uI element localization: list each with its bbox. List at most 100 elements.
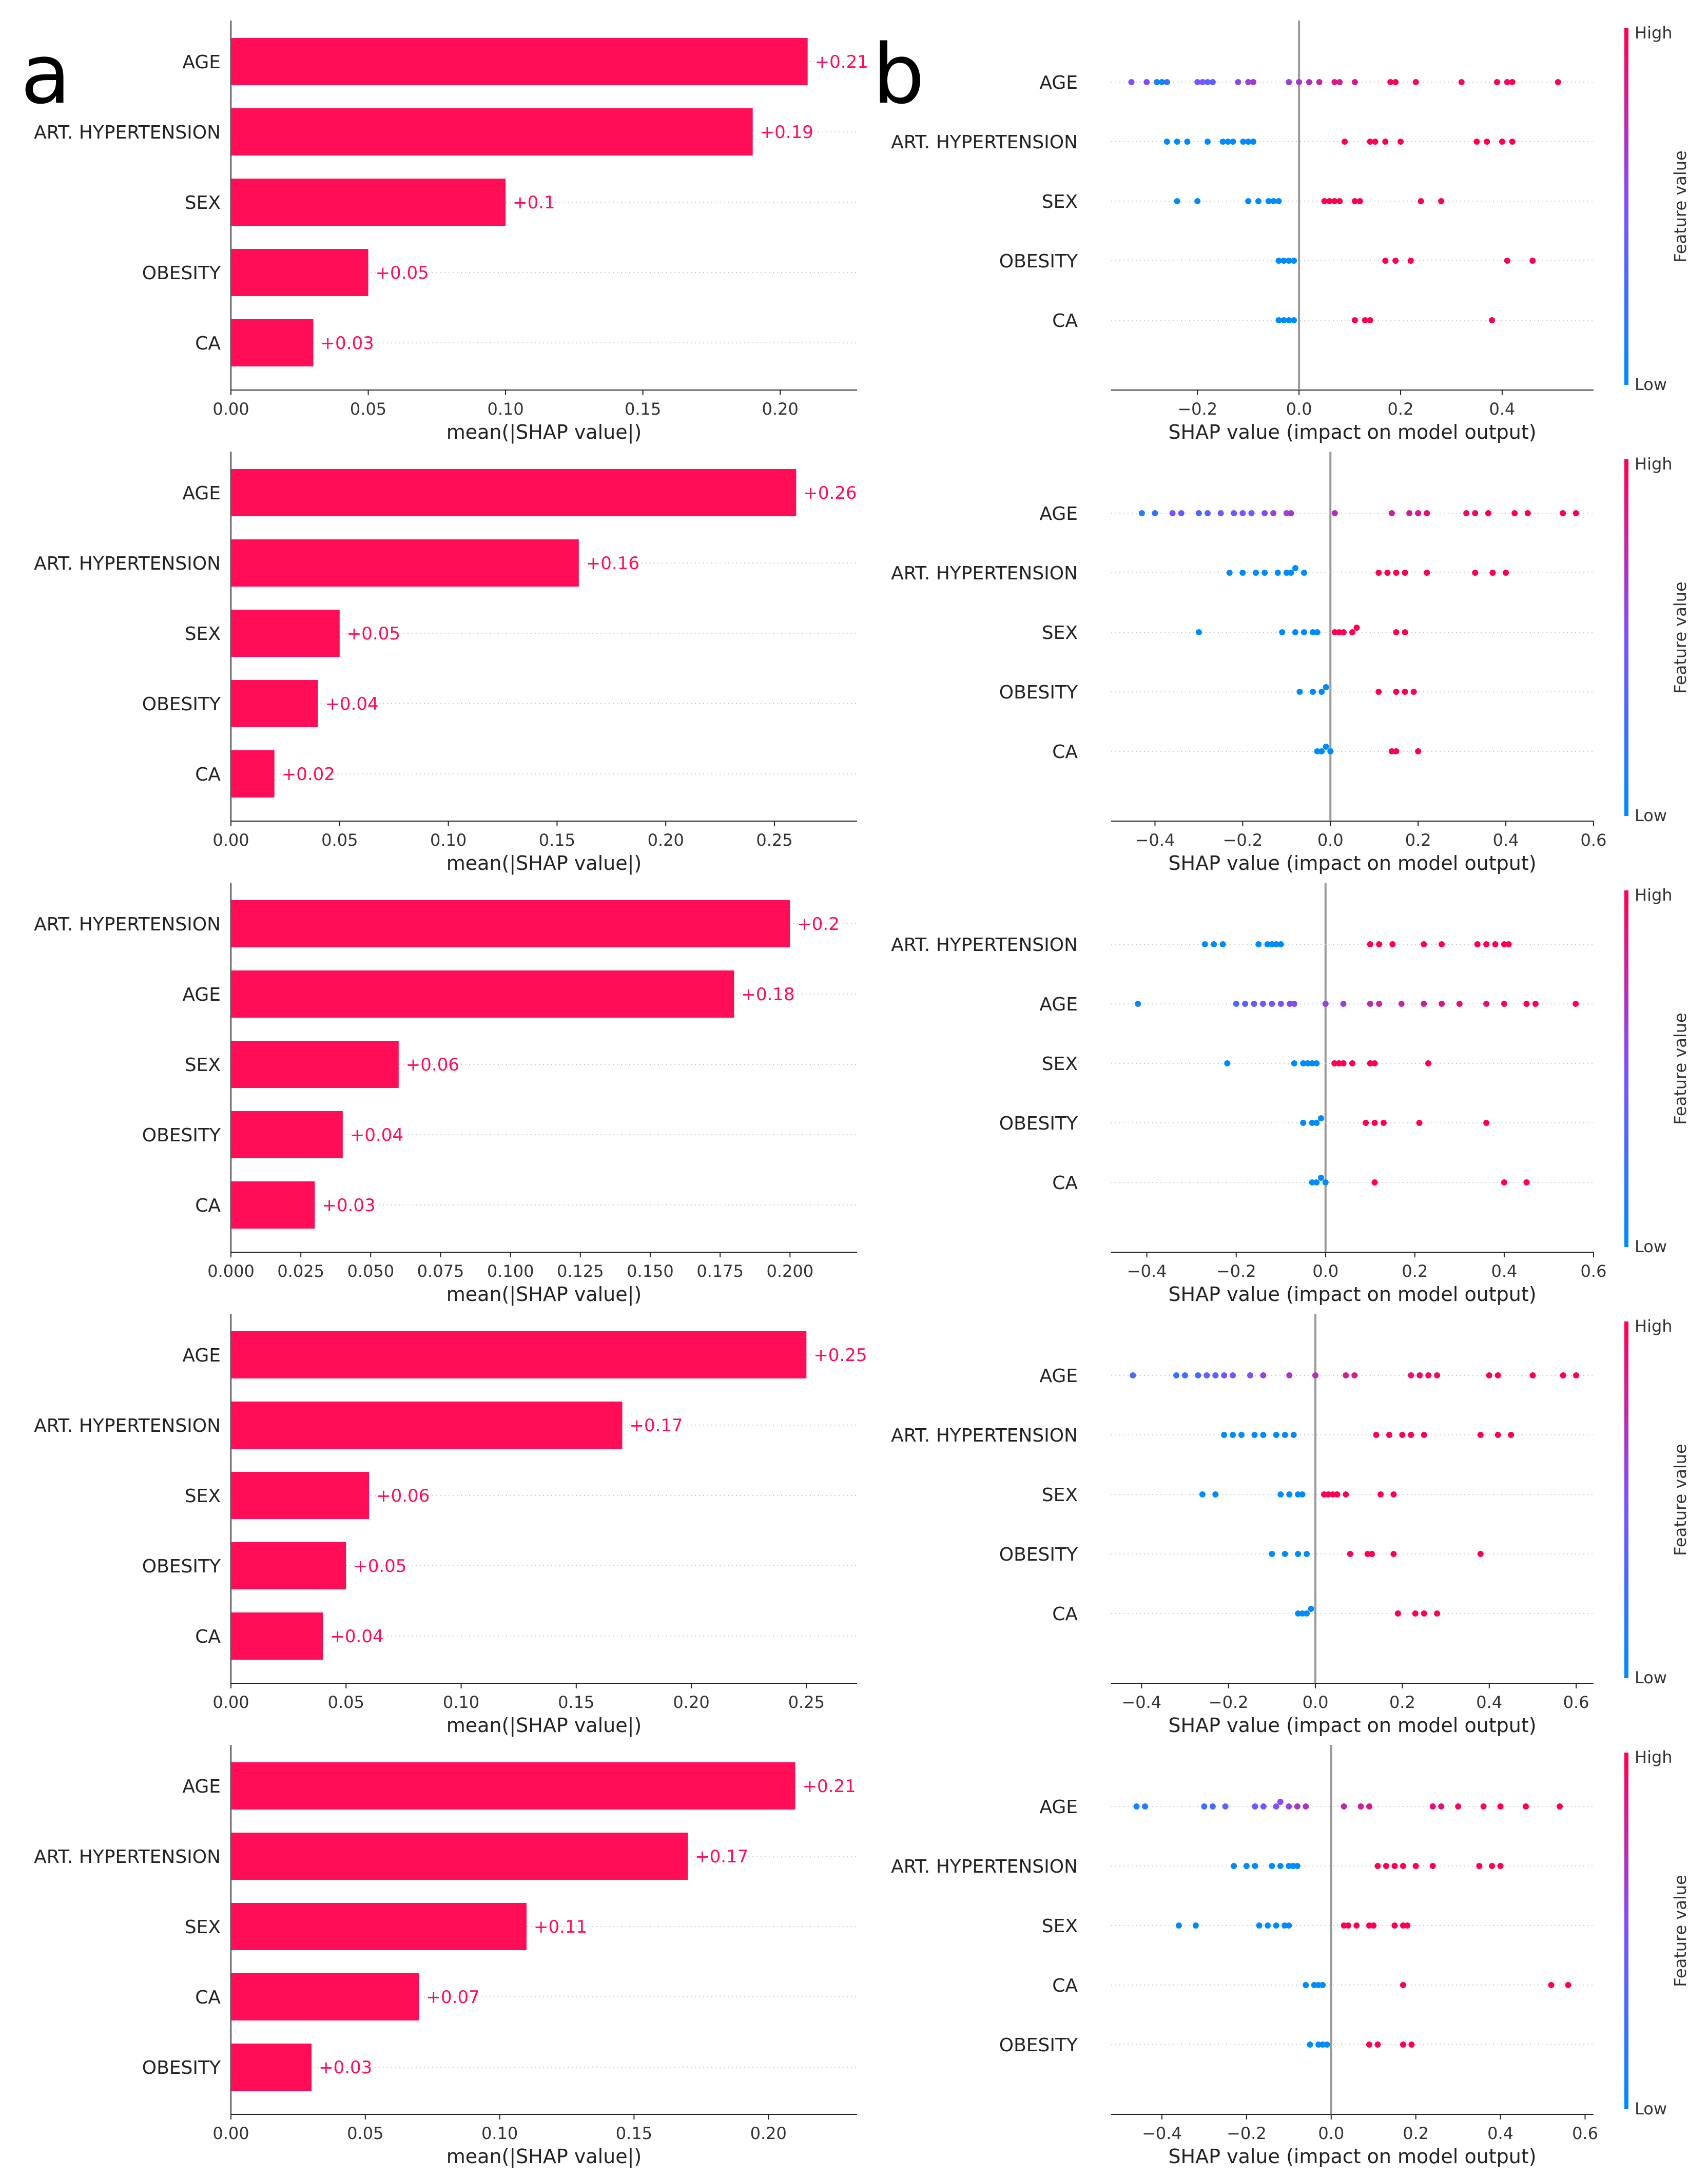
shap-point [1173,1372,1180,1378]
shap-point [1501,1001,1507,1007]
category-label: SEX [1042,191,1078,212]
bar [231,970,734,1018]
shap-point [1283,570,1290,576]
x-tick-label: −0.4 [1127,1261,1167,1281]
category-label: AGE [1039,503,1078,524]
shap-point [1523,1803,1529,1810]
shap-point [1565,1982,1571,1988]
shap-point [1380,1120,1387,1126]
shap-point [1371,1060,1378,1066]
shap-point [1382,258,1389,264]
shap-point [1367,941,1373,947]
shap-point [1347,1551,1353,1557]
shap-point [1489,1863,1496,1869]
shap-point [1152,510,1158,516]
shap-point [1416,1372,1423,1378]
shap-point [1391,1863,1398,1869]
shap-point [1511,510,1518,516]
x-axis-title: mean(|SHAP value|) [447,421,642,444]
shap-point [1560,1372,1566,1378]
shap-point [1399,1432,1406,1438]
bar [231,469,797,516]
shap-point [1282,1922,1288,1929]
category-label: OBESITY [142,694,221,715]
category-label: ART. HYPERTENSION [34,1415,221,1436]
colorbar-title: Feature value [1671,1013,1690,1125]
shap-point [1424,570,1430,576]
shap-point [1340,1060,1347,1066]
x-tick-label: 0.0 [1312,1261,1338,1281]
shap-point [1201,1803,1208,1810]
x-tick-label: 0.6 [1563,1693,1589,1712]
shap-point [1340,1001,1347,1007]
shap-point [1269,1863,1275,1869]
shap-point [1393,570,1400,576]
shap-point [1286,1863,1292,1869]
shap-point [1265,198,1272,204]
bar [231,1612,323,1660]
shap-point [1318,689,1325,695]
x-tick-label: 0.0 [1318,2124,1344,2143]
bar-value-label: +0.21 [803,1776,856,1797]
bar [231,1973,419,2020]
shap-point [1335,1060,1342,1066]
x-tick-label: 0.4 [1489,399,1515,419]
category-label: OBESITY [999,2035,1078,2056]
x-tick-label: −0.2 [1216,1261,1256,1281]
x-tick-label: 0.4 [1476,1693,1502,1712]
shap-point [1349,1060,1355,1066]
shap-point [1331,79,1338,85]
shap-point [1315,1982,1322,1988]
shap-point [1253,570,1259,576]
bar [231,38,808,85]
shap-point [1345,1922,1351,1929]
shap-point [1273,1922,1279,1929]
x-tick-label: −0.4 [1135,830,1175,850]
shap-point [1391,1922,1398,1929]
shap-point [1400,2041,1406,2048]
shap-point [1523,1001,1530,1007]
x-tick-label: 0.05 [328,1693,364,1712]
shap-point [1472,510,1479,516]
shap-point [1273,1803,1279,1810]
shap-point [1261,510,1268,516]
shap-point [1341,1922,1347,1929]
shap-point [1245,139,1252,145]
x-tick-label: −0.2 [1223,830,1263,850]
shap-point [1557,1803,1563,1810]
shap-point [1230,1372,1236,1378]
shap-point [1404,1922,1411,1929]
colorbar-low-label: Low [1635,375,1667,394]
shap-point [1265,1922,1271,1929]
bar-value-label: +0.03 [322,1195,375,1216]
shap-point [1523,1179,1530,1185]
category-label: AGE [182,984,221,1005]
shap-point [1318,1115,1325,1121]
colorbar-high-label: High [1635,454,1673,474]
shap-point [1194,198,1201,204]
shap-point [1529,1372,1536,1378]
x-axis-title: mean(|SHAP value|) [447,852,642,875]
shap-point [1259,1001,1266,1007]
shap-point [1255,198,1261,204]
shap-point [1245,198,1252,204]
x-tick-label: 0.025 [277,1261,324,1281]
shap-point [1286,317,1292,323]
shap-point [1492,941,1499,947]
bar [231,179,506,226]
bar-value-label: +0.05 [353,1556,406,1577]
shap-point [1286,258,1292,264]
category-label: AGE [1039,72,1078,93]
shap-point [1296,79,1303,85]
shap-point [1195,629,1202,635]
bar-value-label: +0.17 [630,1415,683,1436]
shap-point [1439,1001,1445,1007]
shap-point [1192,1922,1199,1929]
bar-chart-5: +0.21 AGE +0.17 ART. HYPERTENSION +0.11 SEX +0… [34,1745,857,2168]
colorbar [1624,459,1628,816]
shap-point [1288,510,1294,516]
x-tick-label: 0.20 [750,2124,787,2143]
shap-point [1294,1803,1301,1810]
colorbar-high-label: High [1635,1747,1673,1767]
